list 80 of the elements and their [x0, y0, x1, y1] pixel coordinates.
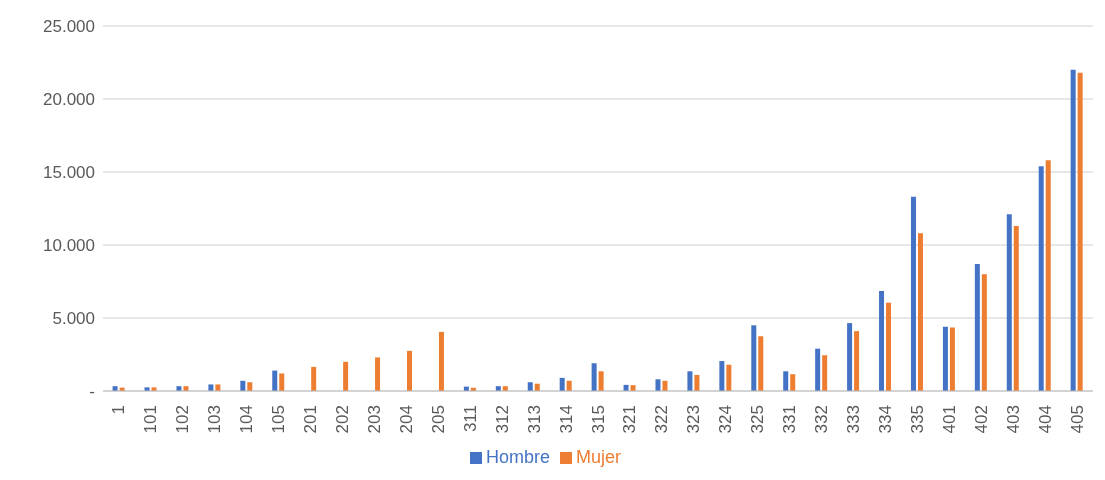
- bar: [815, 348, 821, 391]
- x-tick-label: 312: [492, 405, 512, 434]
- bar: [215, 384, 221, 391]
- x-tick-label: 335: [907, 405, 927, 434]
- bar: [208, 384, 214, 391]
- bar: [1006, 214, 1012, 391]
- bar: [917, 233, 923, 391]
- bar: [279, 373, 285, 391]
- x-tick-label: 405: [1067, 405, 1087, 434]
- bar: [1077, 72, 1083, 391]
- x-tick-label: 102: [173, 405, 193, 434]
- y-tick-label: 20.000: [43, 90, 95, 110]
- x-tick-label: 334: [875, 405, 895, 434]
- bar: [598, 371, 604, 391]
- x-tick-label: 203: [364, 405, 384, 434]
- y-tick-label: -: [89, 382, 95, 402]
- x-tick-label: 322: [652, 405, 672, 434]
- bar: [438, 331, 444, 391]
- bar: [790, 374, 796, 391]
- x-tick-label: 101: [141, 405, 161, 434]
- bar: [655, 379, 661, 391]
- x-tick-label: 404: [1035, 405, 1055, 434]
- x-tick-label: 332: [812, 405, 832, 434]
- x-tick-label: 321: [620, 405, 640, 434]
- bar: [1038, 166, 1044, 391]
- x-tick-label: 331: [780, 405, 800, 434]
- bar: [1070, 69, 1076, 391]
- bar: [272, 370, 278, 391]
- bar: [910, 196, 916, 391]
- x-tick-label: 204: [396, 405, 416, 434]
- x-tick-label: 313: [524, 405, 544, 434]
- y-tick-label: 10.000: [43, 236, 95, 256]
- y-tick-label: 5.000: [52, 309, 95, 329]
- bar: [783, 371, 789, 391]
- bar: [247, 382, 253, 391]
- bar: [1045, 160, 1051, 391]
- x-tick-label: 402: [971, 405, 991, 434]
- y-tick-label: 25.000: [43, 17, 95, 37]
- bar: [879, 290, 885, 391]
- bar: [694, 374, 700, 391]
- bar: [758, 336, 764, 391]
- bar: [527, 382, 533, 391]
- x-tick-label: 1: [109, 405, 129, 415]
- x-tick-label: 324: [716, 405, 736, 434]
- bar: [942, 326, 948, 391]
- bar: [726, 364, 732, 391]
- bar: [1013, 226, 1019, 391]
- bar: [949, 327, 955, 391]
- x-tick-label: 333: [843, 405, 863, 434]
- bar: [311, 366, 317, 391]
- bar: [822, 355, 828, 391]
- bar: [974, 263, 980, 391]
- x-tick-label: 314: [556, 405, 576, 434]
- bar: [559, 377, 565, 391]
- x-tick-label: 323: [684, 405, 704, 434]
- x-tick-label: 315: [588, 405, 608, 434]
- bar: [886, 302, 892, 391]
- bar: [375, 357, 381, 391]
- legend-label: Mujer: [576, 447, 622, 467]
- legend-label: Hombre: [485, 447, 550, 467]
- x-tick-label: 202: [333, 405, 353, 434]
- x-tick-label: 403: [1003, 405, 1023, 434]
- bar: [687, 371, 693, 391]
- bar: [719, 361, 725, 391]
- bar: [343, 361, 349, 391]
- bar: [854, 331, 860, 391]
- bar: [751, 325, 757, 391]
- y-tick-label: 15.000: [43, 163, 95, 183]
- x-tick-label: 311: [460, 405, 480, 433]
- bar: [847, 323, 853, 391]
- bar: [981, 274, 987, 391]
- x-tick-label: 205: [428, 405, 448, 434]
- x-tick-label: 201: [301, 405, 321, 434]
- x-tick-label: 104: [237, 405, 257, 434]
- x-tick-label: 325: [748, 405, 768, 434]
- x-tick-label: 103: [205, 405, 225, 434]
- x-tick-label: 401: [939, 405, 959, 434]
- bar: [591, 363, 597, 391]
- bar: [407, 350, 412, 391]
- x-tick-label: 105: [269, 405, 289, 434]
